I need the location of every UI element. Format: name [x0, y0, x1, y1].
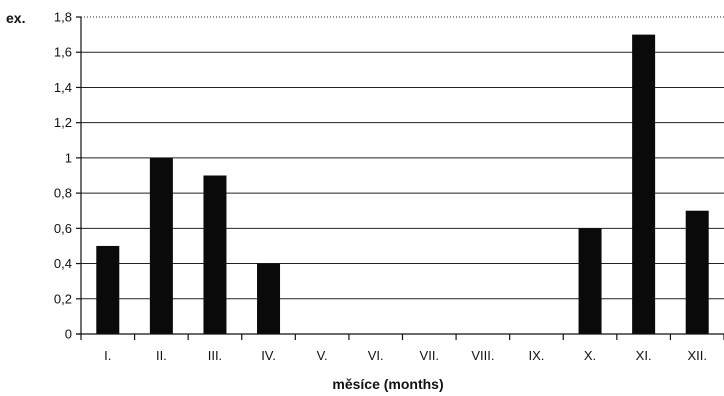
bar-ii: [149, 157, 173, 334]
y-tick-label: 1,6: [54, 45, 72, 60]
y-tick-labels: 0 0,2 0,4 0,6 0,8 1 1,2 1,4 1,6 1,8: [54, 10, 72, 342]
y-tick-label: 0: [65, 327, 72, 342]
bar-iv: [257, 263, 281, 334]
bar-xii: [685, 210, 709, 334]
bar-iii: [203, 175, 227, 334]
x-tick-label: V.: [317, 348, 328, 363]
x-tick-label: I.: [104, 348, 111, 363]
axes: [76, 17, 724, 340]
bar-xi: [632, 34, 656, 334]
x-tick-label: X.: [584, 348, 596, 363]
x-tick-label: III.: [208, 348, 222, 363]
bar-i: [96, 245, 120, 334]
y-tick-label: 0,8: [54, 186, 72, 201]
bars: [96, 34, 709, 334]
y-tick-label: 1,4: [54, 80, 72, 95]
x-tick-label: IV.: [261, 348, 276, 363]
x-tick-label: IX.: [529, 348, 545, 363]
y-tick-label: 1,8: [54, 10, 72, 25]
y-tick-label: 1,2: [54, 115, 72, 130]
x-axis-label: měsíce (months): [332, 376, 443, 392]
x-tick-label: VIII.: [471, 348, 494, 363]
x-tick-label: VI.: [368, 348, 384, 363]
bar-x: [578, 228, 602, 334]
x-tick-label: II.: [156, 348, 167, 363]
grid-lines: [76, 16, 724, 335]
x-tick-labels: I. II. III. IV. V. VI. VII. VIII. IX. X. XI. XII.: [104, 348, 707, 363]
y-tick-label: 0,6: [54, 221, 72, 236]
x-tick-label: XII.: [687, 348, 707, 363]
y-tick-label: 0,2: [54, 291, 72, 306]
y-axis-label: ex.: [6, 10, 25, 26]
x-tick-label: VII.: [420, 348, 440, 363]
x-tick-label: XI.: [636, 348, 652, 363]
y-tick-label: 1: [65, 150, 72, 165]
y-tick-label: 0,4: [54, 256, 72, 271]
